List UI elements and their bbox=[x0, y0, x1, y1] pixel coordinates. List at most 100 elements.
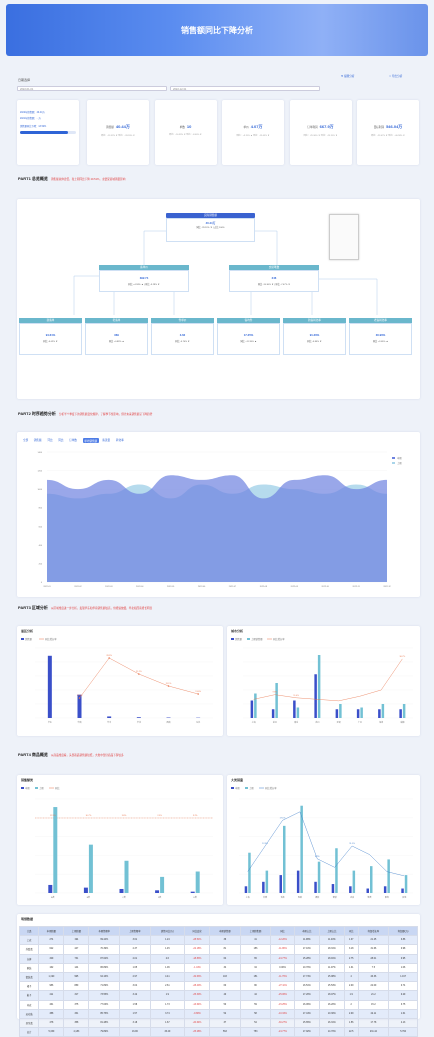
part1-title: PART1 总览概览销售额总体走低，较上期同比下降 29.51%，主要受商城销量… bbox=[18, 176, 125, 182]
table-cell: -20.64% bbox=[185, 1018, 210, 1027]
table-cell: 69.44% bbox=[89, 936, 120, 945]
table-header-row: 大类本期销量上期销量本期售罄率上期售罄率销售同比(万)同比变化本期销售额上期销售… bbox=[20, 927, 418, 936]
detail-table-title: 明细数据 bbox=[21, 917, 33, 921]
export-button[interactable]: ⇪ 导出分析 bbox=[389, 74, 402, 78]
table-cell: 0.29 bbox=[389, 991, 418, 1000]
table-cell: 34 bbox=[210, 963, 241, 972]
kpi-card-sub: 同比：+3.15% ▲ 环比：-15.65% ▼ bbox=[222, 134, 284, 137]
table-header-cell: 本期售罄率 bbox=[89, 927, 120, 936]
table-cell: 1.61 bbox=[389, 1009, 418, 1018]
bar-current bbox=[332, 884, 335, 893]
legend-current-swatch bbox=[392, 457, 395, 459]
table-cell: 41 bbox=[240, 936, 271, 945]
end-date-input[interactable]: 2022-12-31 bbox=[170, 86, 320, 91]
table-cell: 2.09 bbox=[344, 982, 358, 991]
x-tick-label: D类 bbox=[158, 895, 161, 899]
product-right-chart: 本期上期同比增长率上衣外套12.5%长裤17.1%短裤裙装8.2%套装内衣11.… bbox=[227, 775, 420, 905]
table-cell: 194 bbox=[64, 936, 89, 945]
table-cell: 16.20% bbox=[319, 1000, 344, 1009]
table-cell: 1.06 bbox=[389, 963, 418, 972]
x-tick-label: 上海 bbox=[252, 720, 256, 724]
x-tick-label: 2022-06 bbox=[198, 586, 206, 588]
table-cell: 37 bbox=[210, 1018, 241, 1027]
table-cell: 1.06 bbox=[150, 963, 184, 972]
table-cell: 85.75% bbox=[89, 1009, 120, 1018]
rate-label: 13.0% bbox=[195, 691, 201, 693]
table-cell: 17.92% bbox=[294, 1028, 319, 1037]
tab-2[interactable]: 环比 bbox=[48, 438, 53, 442]
x-tick-label: 西南 bbox=[166, 720, 170, 724]
tab-4[interactable]: 订单数 bbox=[69, 438, 77, 442]
table-cell: 16.06% bbox=[294, 1000, 319, 1009]
part3-title: PART3 区域分析从区域维度进一步分析，发现华东和华南销售额较高，但增速放缓，… bbox=[18, 605, 152, 611]
tree-l3-sub: 同比 -5.85% ▼ bbox=[284, 339, 345, 343]
bar-current bbox=[367, 889, 370, 893]
bar-current bbox=[84, 888, 88, 893]
part4-title-text: PART4 商品概览 bbox=[18, 752, 48, 757]
kpi-card-value: 40.44万 bbox=[116, 124, 130, 129]
x-tick-label: 2022-04 bbox=[136, 586, 144, 588]
table-cell: 40 bbox=[210, 991, 241, 1000]
table-cell: -25.28% bbox=[185, 1028, 210, 1037]
table-cell: 1,190 bbox=[39, 972, 64, 981]
table-cell: 11.07% bbox=[319, 963, 344, 972]
tab-0[interactable]: 全部 bbox=[23, 438, 28, 442]
x-tick-label: 2022-11 bbox=[352, 586, 360, 588]
table-cell: 50 bbox=[210, 1000, 241, 1009]
table-cell: 58 bbox=[240, 1009, 271, 1018]
tree-l3-body: 17.25%同比 +11.35% ▲ bbox=[217, 323, 280, 355]
bar-sales bbox=[314, 674, 317, 718]
rate-label: 17.1% bbox=[280, 817, 286, 819]
table-cell: 1.37 bbox=[344, 936, 358, 945]
table-cell: 65 bbox=[240, 954, 271, 963]
bar-prev bbox=[360, 708, 363, 719]
table-cell: 231.44 bbox=[358, 1028, 389, 1037]
table-header-cell: 利润增长率 bbox=[358, 927, 389, 936]
start-date-input[interactable]: 2022-01-01 bbox=[17, 86, 167, 91]
bar-current bbox=[349, 886, 352, 893]
analysis-button[interactable]: ⚑ 提醒分析 bbox=[341, 74, 354, 78]
x-tick-label: 广州 bbox=[358, 720, 362, 724]
table-cell: 59 bbox=[240, 1000, 271, 1009]
table-cell: -25.30% bbox=[185, 991, 210, 1000]
table-cell: 11.98% bbox=[294, 936, 319, 945]
tree-l3-body: 94.61%同比 -5.02% ▼ bbox=[19, 323, 82, 355]
x-tick-label: 短裤 bbox=[298, 895, 302, 899]
bar-prev bbox=[196, 872, 200, 893]
tab-1[interactable]: 销售额 bbox=[34, 438, 42, 442]
bar-current bbox=[155, 890, 159, 893]
legend-prev-label: 上期 bbox=[39, 786, 44, 790]
tab-6[interactable]: 客流量 bbox=[102, 438, 110, 442]
detail-table: 大类本期销量上期销量本期售罄率上期售罄率销售同比(万)同比变化本期销售额上期销售… bbox=[19, 926, 418, 1037]
tab-5[interactable]: 单均销售额 bbox=[83, 438, 99, 443]
rate-label: 21.2% bbox=[136, 671, 142, 673]
part2-title: PART2 时序趋势分析分析半个季度下的销售额变化规律，了解季节性影响，预计未来… bbox=[18, 411, 152, 417]
x-tick-label: 华南 bbox=[77, 720, 81, 724]
table-cell: 986 bbox=[39, 982, 64, 991]
table-cell: 1.9 bbox=[344, 991, 358, 1000]
legend-rate-label: 同比 bbox=[55, 786, 60, 790]
tree-root-value: 40.44万 bbox=[167, 221, 254, 225]
kpi-summary-line2: 2021年销售额：...万 bbox=[20, 116, 76, 120]
table-cell: 1.58 bbox=[120, 1000, 151, 1009]
bar-prev bbox=[297, 708, 300, 719]
table-cell: 4.41 bbox=[150, 972, 184, 981]
tree-l3-value: 369 bbox=[86, 333, 147, 337]
table-cell: 1.73 bbox=[150, 1000, 184, 1009]
table-cell: 33.49 bbox=[150, 1028, 184, 1037]
tab-3[interactable]: 同比 bbox=[58, 438, 63, 442]
tab-7[interactable]: 转化率 bbox=[116, 438, 124, 442]
rate-label: 2.5% bbox=[157, 815, 162, 817]
bell-icon: ⚑ bbox=[341, 75, 343, 78]
bar-prev bbox=[339, 704, 342, 718]
legend-prev-label: 上期 bbox=[397, 461, 402, 465]
